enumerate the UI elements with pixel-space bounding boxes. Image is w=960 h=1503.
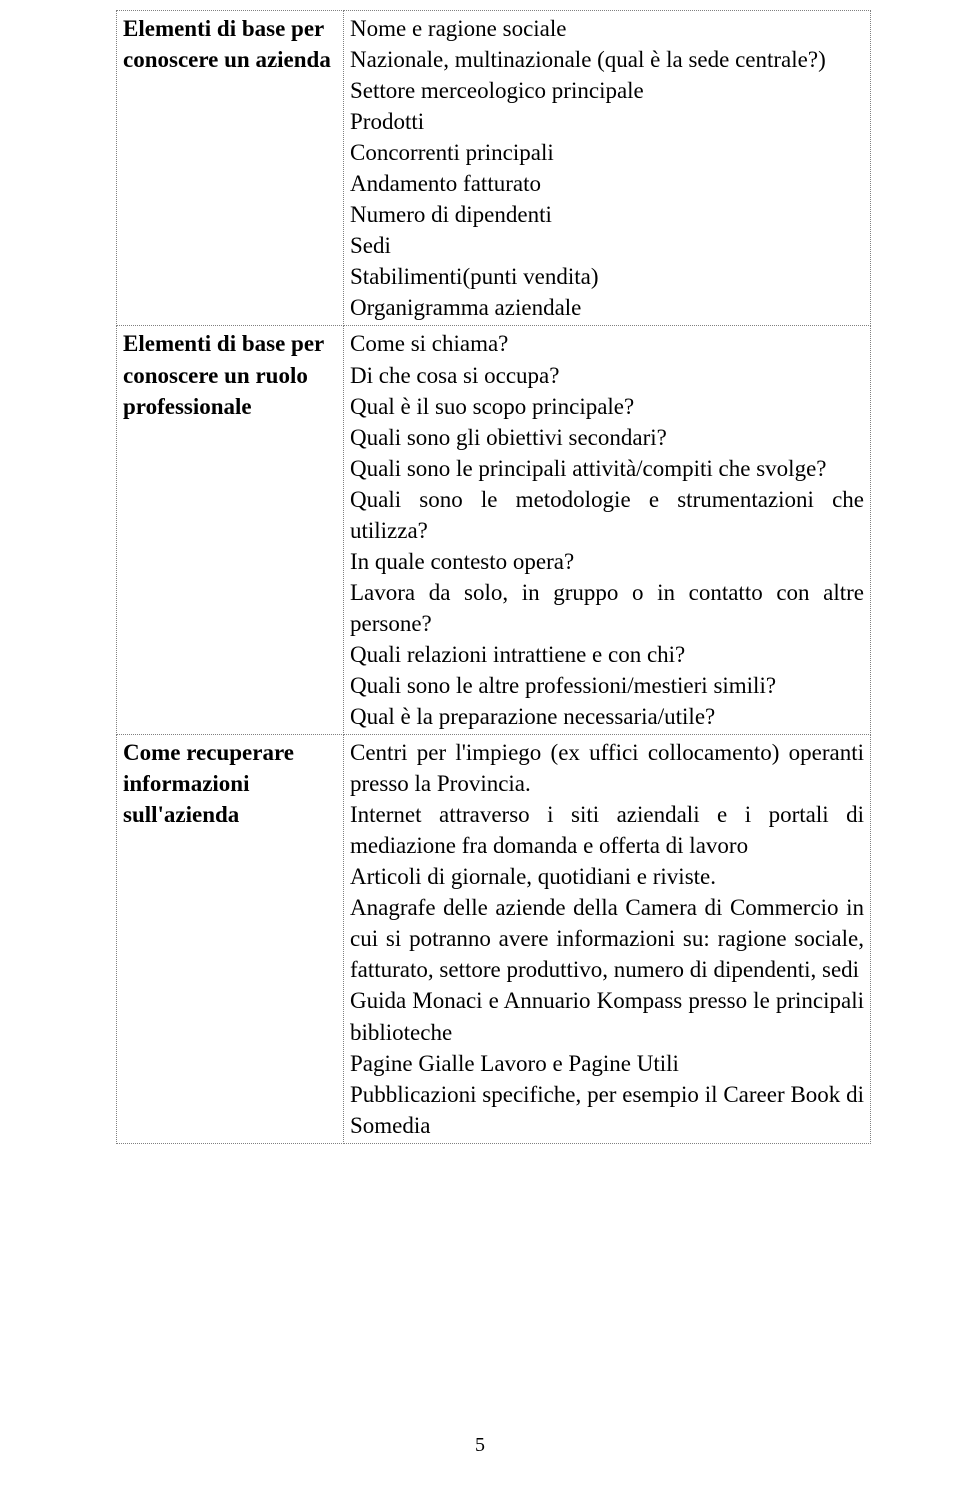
- table-row: Elementi di base per conoscere un aziend…: [117, 11, 871, 326]
- page-number: 5: [0, 1434, 960, 1457]
- table-row: Come recuperare informazioni sull'aziend…: [117, 735, 871, 1144]
- row-content: Nome e ragione socialeNazionale, multina…: [344, 11, 871, 326]
- row-content: Come si chiama?Di che cosa si occupa?Qua…: [344, 326, 871, 735]
- content-table: Elementi di base per conoscere un aziend…: [116, 10, 871, 1144]
- row-label: Come recuperare informazioni sull'aziend…: [117, 735, 344, 1144]
- row-content: Centri per l'impiego (ex uffici collocam…: [344, 735, 871, 1144]
- table-row: Elementi di base per conoscere un ruolo …: [117, 326, 871, 735]
- row-label: Elementi di base per conoscere un aziend…: [117, 11, 344, 326]
- row-label: Elementi di base per conoscere un ruolo …: [117, 326, 344, 735]
- document-page: Elementi di base per conoscere un aziend…: [0, 0, 960, 1503]
- table-body: Elementi di base per conoscere un aziend…: [117, 11, 871, 1144]
